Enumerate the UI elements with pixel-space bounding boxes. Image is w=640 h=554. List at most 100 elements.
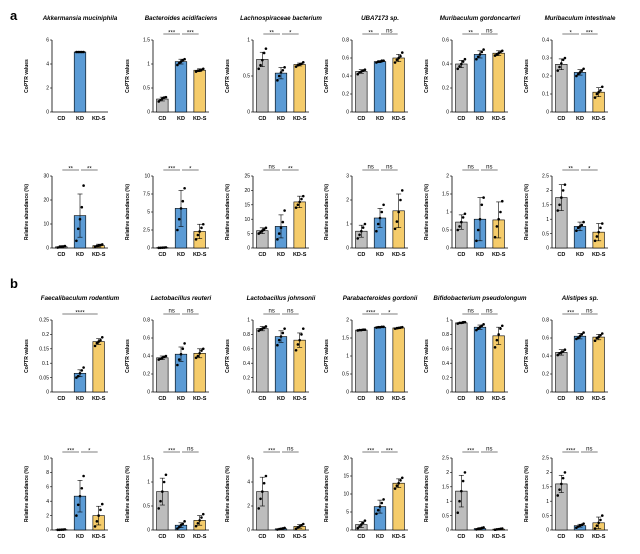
panel-label-a: a	[10, 8, 18, 23]
x-category-label: KD	[277, 252, 285, 258]
bar-kd	[473, 326, 487, 393]
significance-label: ns	[486, 447, 492, 453]
data-point	[161, 490, 164, 493]
significance-label: **	[468, 31, 473, 37]
chart-14: Lactobacillus reuteri CoPTR values 0 0.2 0.4…	[125, 295, 212, 402]
data-point	[99, 508, 102, 512]
y-tick-label: 0	[446, 110, 449, 116]
data-point	[500, 199, 504, 203]
x-category-label: KD	[76, 534, 84, 540]
y-tick-label: 0.6	[542, 336, 549, 342]
data-point	[478, 217, 482, 221]
data-point	[363, 222, 367, 226]
chart-7: Relative abundance (%) 0 10 20 30 CD KD KD-S ** *…	[24, 167, 108, 258]
y-tick-label: 2.5	[542, 456, 549, 462]
significance-label: ns	[287, 309, 293, 315]
data-point	[582, 220, 585, 224]
data-point	[382, 59, 385, 62]
y-tick-label: 0.05	[39, 375, 49, 381]
data-point	[399, 54, 402, 58]
y-tick-label: 15	[343, 474, 349, 480]
x-category-label: KD	[376, 116, 384, 122]
data-point	[276, 238, 279, 241]
data-point	[599, 89, 602, 92]
bar-kd-s	[193, 69, 206, 113]
y-tick-label: 0.4	[143, 354, 150, 360]
y-tick-label: 6	[46, 38, 49, 44]
data-point	[495, 225, 499, 228]
data-point	[97, 514, 100, 517]
data-point	[600, 222, 604, 225]
data-point	[397, 210, 400, 214]
data-point	[300, 333, 303, 336]
y-tick-label: 0.6	[442, 347, 449, 353]
y-tick-label: 0.2	[143, 372, 150, 378]
chart-title: Parabacteroides gordonii	[343, 295, 418, 302]
data-point	[95, 520, 99, 523]
significance-label: *	[189, 167, 192, 173]
x-category-label: KD	[376, 252, 384, 258]
significance-label: ns	[586, 309, 592, 315]
chart-3: Lachnospiraceae bacterium CoPTR values 0 0.…	[225, 15, 322, 122]
data-point	[475, 328, 478, 332]
x-category-label: KD-S	[193, 396, 207, 402]
data-point	[556, 209, 560, 212]
significance-label: *	[289, 31, 292, 37]
data-point	[576, 226, 580, 230]
data-point	[281, 68, 285, 72]
data-point	[499, 327, 502, 330]
data-point	[63, 244, 67, 248]
data-point	[294, 206, 298, 209]
y-tick-label: 0.2	[442, 86, 449, 92]
y-tick-label: 0.5	[442, 228, 449, 234]
significance-label: ***	[367, 449, 375, 455]
y-tick-label: 0.4	[442, 361, 449, 367]
x-category-label: KD	[376, 534, 384, 540]
x-category-label: CD	[57, 252, 65, 258]
x-category-label: CD	[357, 534, 365, 540]
data-point	[194, 238, 198, 241]
data-point	[279, 226, 283, 230]
data-point	[78, 50, 82, 54]
data-point	[261, 58, 264, 62]
data-point	[361, 226, 365, 229]
y-tick-label: 8	[46, 470, 49, 476]
data-point	[301, 194, 305, 198]
y-axis-label: CoPTR values	[424, 59, 430, 93]
data-point	[279, 71, 283, 74]
y-axis-label: Relative abundance (%)	[24, 466, 30, 522]
data-point	[375, 512, 378, 516]
data-point	[582, 522, 585, 525]
data-point	[93, 344, 97, 348]
significance-label: ***	[268, 449, 276, 455]
y-tick-label: 0.5	[243, 74, 250, 80]
bar-kd-s	[193, 352, 206, 393]
data-point	[196, 354, 200, 358]
significance-label: ***	[67, 449, 75, 455]
chart-12: Relative abundance (%) 0 0.5 1 1.5 2 2.5 CD KD KD…	[524, 167, 608, 258]
data-point	[382, 203, 385, 207]
data-point	[382, 325, 385, 329]
data-point	[600, 85, 604, 89]
y-tick-label: 0	[247, 110, 250, 116]
bar-kd	[373, 326, 387, 393]
chart-title: Alistipes sp.	[561, 295, 599, 302]
x-category-label: KD	[476, 252, 484, 258]
data-point	[560, 62, 563, 65]
y-tick-label: 0.4	[342, 74, 349, 80]
data-point	[460, 62, 463, 66]
data-point	[200, 226, 203, 230]
data-point	[363, 519, 367, 522]
y-tick-label: 0.5	[143, 504, 150, 510]
data-point	[593, 339, 597, 343]
data-point	[80, 205, 84, 209]
y-axis-label: Relative abundance (%)	[225, 184, 231, 240]
data-point	[380, 325, 384, 329]
y-tick-label: 2	[247, 504, 250, 510]
significance-label: *	[588, 167, 591, 173]
data-point	[181, 199, 185, 203]
x-category-label: CD	[158, 252, 166, 258]
data-point	[600, 332, 604, 335]
data-point	[563, 348, 567, 352]
data-point	[97, 340, 100, 343]
